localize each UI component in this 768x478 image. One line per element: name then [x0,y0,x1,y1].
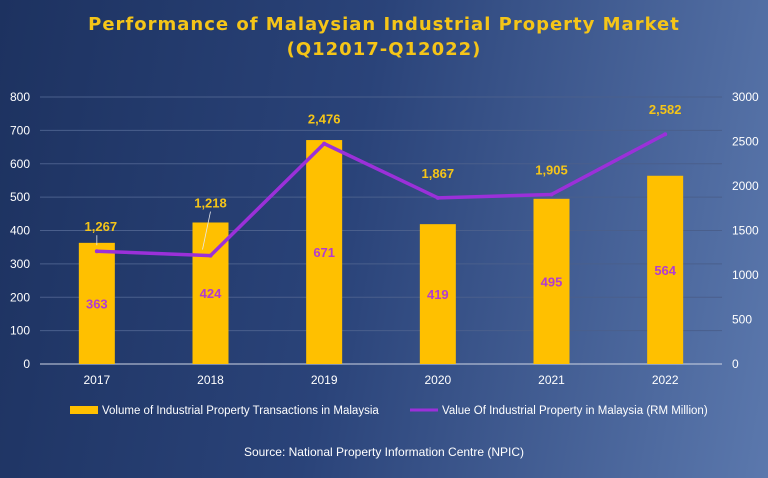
right-axis-tick-label: 2000 [732,179,759,193]
bar-data-label: 419 [427,287,449,302]
bar [78,242,115,364]
right-axis-tick-label: 2500 [732,135,759,149]
left-axis-tick-label: 400 [10,224,30,238]
line-point [322,141,327,146]
right-axis-tick-label: 0 [732,357,739,371]
line-path [95,132,667,258]
x-axis-tick-label: 2019 [311,373,338,387]
line-point [435,195,440,200]
left-axis-tick-label: 0 [23,357,30,371]
bar [533,198,570,364]
line-data-label: 1,218 [194,196,227,211]
x-axis-tick-label: 2021 [538,373,565,387]
line-data-label: 2,582 [649,102,682,117]
left-axis-tick-label: 200 [10,290,30,304]
left-axis-tick-label: 600 [10,157,30,171]
line-point [94,249,99,254]
x-axis-tick-label: 2018 [197,373,224,387]
right-axis-tick-label: 3000 [732,90,759,104]
line-point [208,253,213,258]
right-axis-tick-label: 500 [732,313,752,327]
left-axis-tick-label: 100 [10,324,30,338]
x-axis-tick-label: 2022 [652,373,679,387]
x-axis-tick-label: 2017 [83,373,110,387]
chart-title-line2: (Q12017-Q12022) [287,39,482,60]
right-y-axis: 0 500 1000 1500 2000 2500 3000 [732,90,759,371]
bar-data-label: 564 [654,263,676,278]
leader-line [202,211,211,250]
bar-data-label: 495 [541,274,563,289]
bar-data-label: 671 [313,245,335,260]
legend-bar-label: Volume of Industrial Property Transactio… [102,405,379,417]
line-data-label: 1,867 [422,166,455,181]
line-series: 1,267 1,218 2,476 1,867 1,905 2,582 [85,102,682,258]
right-axis-tick-label: 1000 [732,268,759,282]
line-data-label: 1,905 [535,162,568,177]
chart-title-line1: Performance of Malaysian Industrial Prop… [88,14,680,35]
right-axis-tick-label: 1500 [732,224,759,238]
legend: Volume of Industrial Property Transactio… [70,405,708,417]
gridlines [40,96,722,365]
x-axis-tick-label: 2020 [424,373,451,387]
x-axis: 2017 2018 2019 2020 2021 2022 [83,373,678,387]
left-axis-tick-label: 700 [10,123,30,137]
bar-series: 363 424 671 419 495 564 [78,140,684,364]
source-note: Source: National Property Information Ce… [244,445,524,459]
bar [306,140,343,364]
bar-data-label: 424 [200,286,222,301]
left-axis-tick-label: 500 [10,190,30,204]
bar [647,175,684,364]
legend-bar-swatch [70,406,98,414]
line-data-label: 2,476 [308,112,341,127]
line-data-label: 1,267 [85,219,118,234]
line-point [549,192,554,197]
line-point [663,132,668,137]
legend-line-label: Value Of Industrial Property in Malaysia… [442,405,708,417]
left-y-axis: 0 100 200 300 400 500 600 700 800 [10,90,30,371]
left-axis-tick-label: 800 [10,90,30,104]
bar-data-label: 363 [86,296,108,311]
bar [419,224,456,364]
left-axis-tick-label: 300 [10,257,30,271]
